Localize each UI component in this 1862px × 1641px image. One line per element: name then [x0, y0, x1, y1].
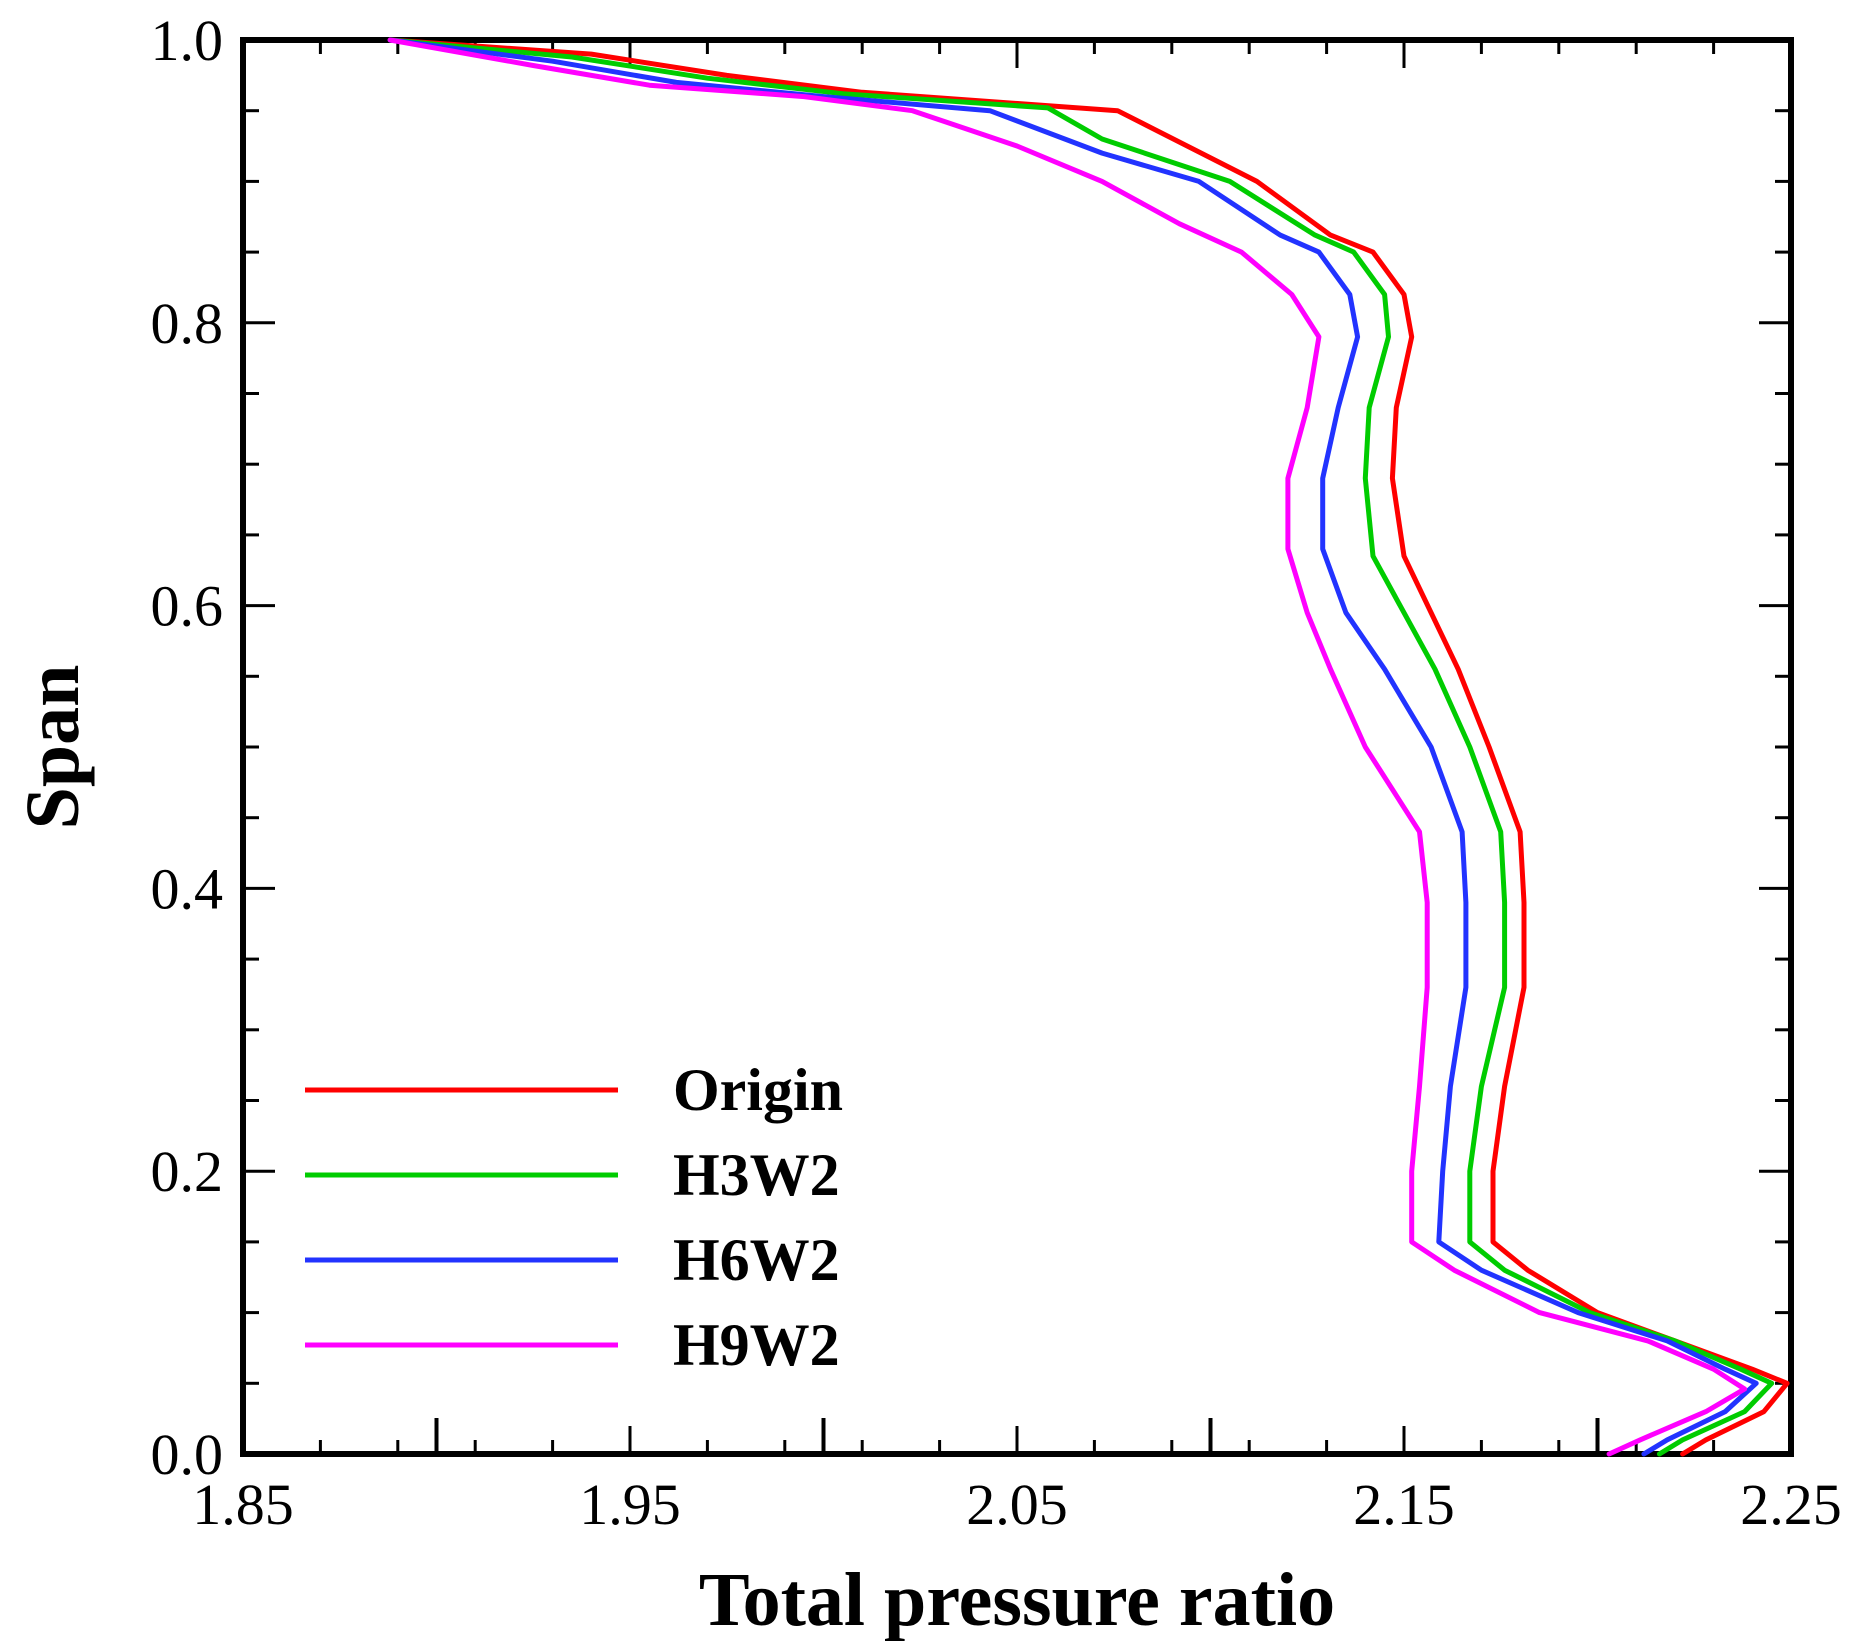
legend-label-h3w2: H3W2 [673, 1142, 840, 1208]
y-tick-label: 0.2 [151, 1139, 224, 1204]
y-axis-title: Span [11, 665, 95, 830]
x-tick-label: 1.85 [192, 1472, 294, 1537]
y-tick-label: 0.8 [151, 291, 224, 356]
x-tick-label: 2.05 [966, 1472, 1068, 1537]
legend-label-origin: Origin [673, 1057, 843, 1123]
legend-label-h9w2: H9W2 [673, 1312, 840, 1378]
x-tick-label: 2.15 [1353, 1472, 1455, 1537]
series-lines [387, 37, 1790, 1457]
series-line-h9w2 [387, 37, 1748, 1457]
y-axis-ticks [243, 38, 1791, 1456]
y-axis-tick-labels: 0.0 0.2 0.4 0.6 0.8 1.0 [151, 8, 224, 1487]
x-tick-label: 1.95 [579, 1472, 681, 1537]
x-axis-tick-labels: 1.85 1.95 2.05 2.15 2.25 [192, 1472, 1842, 1537]
series-line-h3w2 [387, 37, 1775, 1457]
series-line-origin [387, 37, 1790, 1457]
plot-frame [240, 37, 1794, 1457]
legend-label-h6w2: H6W2 [673, 1227, 840, 1293]
y-tick-label: 0.0 [151, 1422, 224, 1487]
legend: Origin H3W2 H6W2 H9W2 [305, 1057, 843, 1378]
y-tick-label: 0.4 [151, 856, 224, 921]
plot-area [240, 37, 1794, 1457]
x-axis-title: Total pressure ratio [699, 1558, 1335, 1641]
x-axis-ticks [241, 40, 1793, 1454]
series-line-h6w2 [387, 37, 1759, 1457]
y-tick-label: 0.6 [151, 574, 224, 639]
x-tick-label: 2.25 [1740, 1472, 1842, 1537]
y-tick-label: 1.0 [151, 8, 224, 73]
